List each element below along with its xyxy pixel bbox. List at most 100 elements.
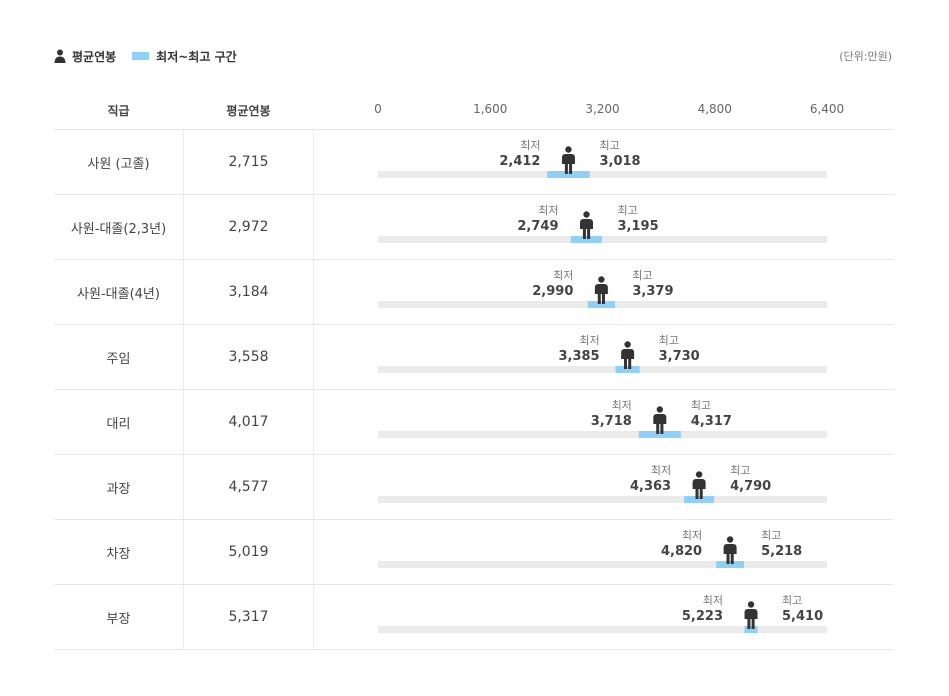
min-label: 최저 [703, 594, 723, 607]
person-head [598, 276, 605, 283]
range-bar [638, 431, 681, 438]
position-label: 사원 (고졸) [54, 130, 184, 194]
person-body [723, 544, 737, 554]
person-head [656, 406, 664, 413]
person-leg-right [587, 228, 591, 239]
range-track [378, 496, 827, 503]
person-head [624, 341, 631, 348]
range-track [378, 626, 827, 633]
table-row: 사원-대졸(2,3년) 2,972 최저 2,749 최고 3,195 [54, 195, 894, 260]
axis-tick: 3,200 [585, 102, 620, 116]
person-icon [744, 601, 758, 629]
salary-range-plot: 최저 2,990 최고 3,379 [378, 269, 827, 308]
person-body [692, 479, 706, 489]
min-label: 최저 [651, 464, 671, 477]
table-row: 사원 (고졸) 2,715 최저 2,412 최고 3,018 [54, 130, 894, 195]
person-head [565, 146, 572, 153]
average-salary: 2,972 [184, 195, 314, 259]
average-salary: 3,558 [184, 325, 314, 389]
person-icon [594, 276, 608, 304]
max-label: 최고 [691, 399, 711, 412]
position-label: 차장 [54, 520, 184, 584]
max-value: 3,018 [599, 154, 640, 169]
max-value: 4,317 [691, 414, 732, 429]
range-bar [716, 561, 745, 568]
min-label: 최저 [682, 529, 702, 542]
salary-range-plot: 최저 2,749 최고 3,195 [378, 204, 827, 243]
person-head [583, 211, 590, 218]
range-track [378, 171, 827, 178]
person-leg-left [656, 423, 660, 434]
person-icon [621, 341, 635, 369]
min-value: 4,820 [661, 544, 702, 559]
min-value: 3,718 [591, 414, 632, 429]
table-row: 과장 4,577 최저 4,363 최고 4,790 [54, 455, 894, 520]
person-leg-left [582, 228, 586, 239]
max-value: 3,379 [632, 284, 673, 299]
max-value: 3,195 [618, 219, 659, 234]
min-label: 최저 [520, 139, 540, 152]
position-label: 과장 [54, 455, 184, 519]
person-leg-left [564, 163, 568, 174]
range-bar [587, 301, 616, 308]
person-head [695, 471, 703, 478]
axis-tick: 0 [374, 102, 382, 116]
person-body [621, 349, 635, 359]
position-label: 주임 [54, 325, 184, 389]
range-track [378, 561, 827, 568]
axis-tick: 6,400 [809, 102, 845, 116]
legend: 평균연봉 최저~최고 구간 [54, 46, 253, 66]
salary-range-plot: 최저 4,820 최고 5,218 [378, 529, 827, 568]
max-value: 3,730 [659, 349, 700, 364]
table-row: 차장 5,019 최저 4,820 최고 5,218 [54, 520, 894, 585]
position-label: 부장 [54, 585, 184, 649]
max-label: 최고 [730, 464, 750, 477]
max-value: 4,790 [730, 479, 771, 494]
min-label: 최저 [612, 399, 632, 412]
person-icon [653, 406, 667, 434]
max-label: 최고 [782, 594, 802, 607]
person-body [744, 609, 758, 619]
salary-range-plot: 최저 4,363 최고 4,790 [378, 464, 827, 503]
person-icon [561, 146, 575, 174]
range-bar [570, 236, 603, 243]
min-value: 2,749 [517, 219, 558, 234]
person-icon [580, 211, 594, 239]
salary-range-plot: 최저 3,718 최고 4,317 [378, 399, 827, 438]
axis-tick: 4,800 [697, 102, 732, 116]
max-label: 최고 [599, 139, 619, 152]
person-leg-left [597, 293, 601, 304]
person-leg-left [695, 488, 699, 499]
max-label: 최고 [632, 269, 652, 282]
max-value: 5,410 [782, 609, 823, 624]
person-leg-right [730, 553, 734, 564]
person-leg-right [628, 358, 632, 369]
table-header: 직급 평균연봉 0 1,600 3,200 4,800 6,400 [54, 96, 894, 130]
legend-average-label: 평균연봉 [72, 49, 117, 64]
table-row: 부장 5,317 최저 5,223 최고 5,410 [54, 585, 894, 650]
position-label: 사원-대졸(4년) [54, 260, 184, 324]
min-label: 최저 [579, 334, 599, 347]
person-icon [723, 536, 737, 564]
max-label: 최고 [761, 529, 781, 542]
min-value: 3,385 [558, 349, 599, 364]
person-leg-right [601, 293, 605, 304]
header-position: 직급 [107, 104, 130, 118]
person-leg-right [751, 618, 755, 629]
min-value: 5,223 [682, 609, 723, 624]
range-track [378, 431, 827, 438]
unit-label: (단위:만원) [839, 50, 892, 63]
table-row: 사원-대졸(4년) 3,184 최저 2,990 최고 3,379 [54, 260, 894, 325]
person-leg-left [747, 618, 751, 629]
position-label: 사원-대졸(2,3년) [54, 195, 184, 259]
range-bar [615, 366, 640, 373]
average-salary: 5,317 [184, 585, 314, 649]
person-icon [692, 471, 706, 499]
person-leg-left [726, 553, 730, 564]
person-body [561, 154, 575, 164]
person-leg-right [699, 488, 703, 499]
person-leg-right [660, 423, 664, 434]
legend-average: 평균연봉 [54, 48, 116, 65]
range-track [378, 366, 827, 373]
range-bar [547, 171, 590, 178]
